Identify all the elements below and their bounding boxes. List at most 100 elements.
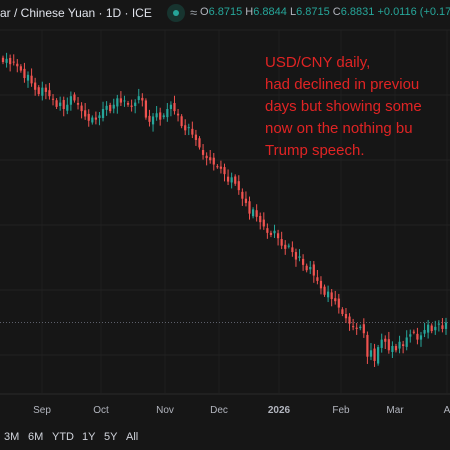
candle-body bbox=[194, 134, 198, 140]
candle-body bbox=[387, 339, 390, 351]
candle-body bbox=[184, 125, 187, 131]
range-button-all[interactable]: All bbox=[126, 431, 139, 443]
candle-body bbox=[5, 58, 8, 63]
candle-body bbox=[176, 113, 180, 116]
range-button-1y[interactable]: 1Y bbox=[82, 431, 96, 443]
market-status-icon[interactable] bbox=[167, 4, 185, 22]
candle-body bbox=[126, 103, 130, 105]
candle-body bbox=[234, 176, 237, 184]
candle-body bbox=[41, 87, 44, 96]
candle-body bbox=[137, 96, 140, 101]
candle-body bbox=[155, 113, 158, 118]
candle-body bbox=[409, 334, 412, 337]
candle-body bbox=[223, 167, 226, 175]
range-button-5y[interactable]: 5Y bbox=[104, 431, 118, 443]
candle-body bbox=[437, 323, 440, 325]
candle-body bbox=[359, 326, 362, 329]
ohlc-item: +0.0116 (+0.17%) bbox=[377, 6, 450, 18]
candle-body bbox=[291, 247, 294, 253]
candle-body bbox=[444, 322, 448, 329]
x-tick-label: Oct bbox=[93, 405, 109, 416]
candle-body bbox=[434, 326, 437, 331]
candle-body bbox=[48, 90, 51, 97]
annotation-text: USD/CNY daily, had declined in previou d… bbox=[265, 54, 422, 159]
candle-body bbox=[226, 176, 230, 182]
candle-body bbox=[169, 104, 173, 110]
candle-body bbox=[73, 94, 76, 101]
ohlc-value: 6.8715 bbox=[296, 6, 330, 18]
candle-body bbox=[262, 219, 265, 227]
candle-body bbox=[391, 346, 394, 353]
candle-body bbox=[366, 334, 369, 357]
ohlc-key: O bbox=[200, 6, 209, 18]
range-button-ytd[interactable]: YTD bbox=[52, 431, 74, 443]
x-tick-label: Feb bbox=[332, 405, 350, 416]
x-tick-label: Mar bbox=[386, 405, 404, 416]
ohlc-value: 6.8831 bbox=[340, 6, 375, 18]
candle-body bbox=[423, 330, 426, 334]
candle-body bbox=[34, 82, 37, 90]
ohlc-readout: O6.8715 H6.8844 L6.8715 C6.8831 +0.0116 … bbox=[200, 6, 450, 18]
candle-body bbox=[355, 327, 358, 329]
candle-body bbox=[173, 103, 176, 112]
candle-body bbox=[80, 105, 83, 112]
candle-body bbox=[326, 291, 330, 298]
candle-body bbox=[287, 245, 290, 247]
ohlc-item: O6.8715 bbox=[200, 6, 245, 18]
candle-body bbox=[105, 105, 108, 110]
ohlc-key: H bbox=[245, 6, 254, 18]
x-tick-label: Sep bbox=[33, 405, 51, 416]
candle-body bbox=[337, 298, 340, 308]
candle-body bbox=[248, 201, 251, 214]
candle-body bbox=[309, 267, 312, 270]
candle-body bbox=[427, 324, 430, 333]
candle-body bbox=[276, 233, 280, 239]
candle-body bbox=[301, 258, 305, 265]
candle-body bbox=[159, 112, 162, 120]
candle-body bbox=[341, 309, 344, 314]
candle-body bbox=[416, 333, 419, 340]
candle-body bbox=[419, 335, 423, 340]
x-tick-label: Nov bbox=[156, 405, 174, 416]
candle-body bbox=[37, 87, 40, 95]
candle-body bbox=[259, 215, 262, 223]
ohlc-item: L6.8715 bbox=[290, 6, 333, 18]
wave-icon[interactable]: ≈ bbox=[190, 5, 198, 20]
ohlc-value: +0.0116 (+0.17%) bbox=[377, 6, 450, 18]
candle-body bbox=[23, 68, 26, 79]
candle-body bbox=[66, 104, 69, 111]
symbol-title[interactable]: ar / Chinese Yuan · 1D · ICE bbox=[0, 6, 152, 20]
candle-body bbox=[101, 109, 105, 118]
candle-body bbox=[26, 74, 30, 81]
candle-body bbox=[87, 113, 90, 121]
ohlc-key: C bbox=[332, 6, 341, 18]
candle-body bbox=[330, 292, 333, 300]
candle-body bbox=[91, 117, 94, 123]
candle-body bbox=[201, 150, 205, 155]
candle-body bbox=[269, 232, 273, 235]
candle-body bbox=[162, 115, 165, 118]
x-tick-label: Dec bbox=[210, 405, 228, 416]
candle-body bbox=[116, 98, 119, 107]
candle-body bbox=[394, 346, 398, 351]
candle-body bbox=[112, 104, 115, 109]
candle-body bbox=[19, 66, 22, 71]
candle-body bbox=[166, 109, 169, 118]
candle-body bbox=[69, 96, 72, 105]
range-button-3m[interactable]: 3M bbox=[4, 431, 20, 443]
candle-body bbox=[141, 97, 144, 101]
candle-body bbox=[205, 155, 208, 159]
candle-body bbox=[130, 105, 133, 107]
candle-body bbox=[319, 280, 323, 289]
candle-body bbox=[298, 256, 301, 258]
candle-body bbox=[237, 181, 240, 191]
candle-body bbox=[369, 350, 373, 357]
candle-body bbox=[280, 239, 283, 246]
candle-body bbox=[216, 166, 219, 168]
candle-body bbox=[123, 100, 126, 102]
candle-body bbox=[430, 325, 433, 332]
range-button-6m[interactable]: 6M bbox=[28, 431, 44, 443]
candle-body bbox=[344, 313, 348, 319]
ohlc-item: C6.8831 bbox=[333, 6, 378, 18]
